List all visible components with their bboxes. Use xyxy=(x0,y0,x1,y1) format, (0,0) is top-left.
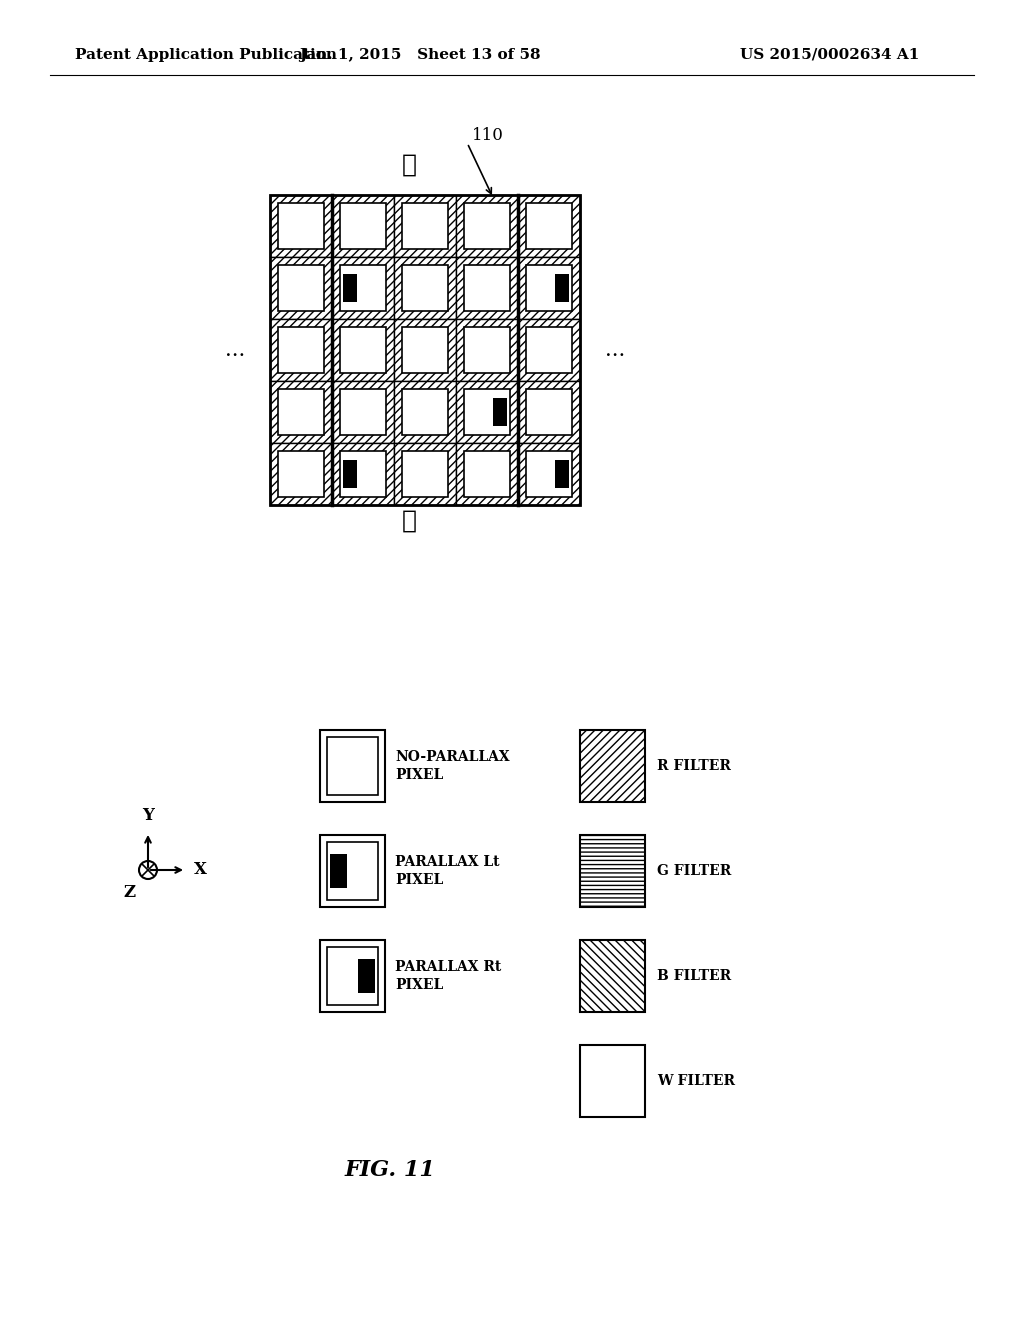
Bar xyxy=(580,1045,645,1117)
Text: 110: 110 xyxy=(472,127,504,144)
Bar xyxy=(340,265,386,312)
Bar xyxy=(518,257,580,319)
Bar xyxy=(456,444,518,506)
Text: ⋮: ⋮ xyxy=(402,154,417,177)
Bar xyxy=(526,265,572,312)
Bar xyxy=(526,389,572,436)
Text: W FILTER: W FILTER xyxy=(657,1074,735,1088)
Text: FIG. 11: FIG. 11 xyxy=(344,1159,435,1181)
Text: Y: Y xyxy=(142,807,154,824)
Bar xyxy=(270,195,332,257)
Bar xyxy=(464,203,510,249)
Bar xyxy=(394,195,456,257)
Bar xyxy=(518,195,580,257)
Bar xyxy=(340,451,386,498)
Bar xyxy=(526,203,572,249)
Bar xyxy=(518,319,580,381)
Bar xyxy=(332,381,394,444)
Text: US 2015/0002634 A1: US 2015/0002634 A1 xyxy=(740,48,920,62)
Bar xyxy=(402,389,449,436)
Bar xyxy=(526,451,572,498)
Text: ⋮: ⋮ xyxy=(402,510,417,533)
Text: PARALLAX Rt
PIXEL: PARALLAX Rt PIXEL xyxy=(395,960,502,993)
Bar xyxy=(319,836,385,907)
Bar xyxy=(464,389,510,436)
Bar xyxy=(278,451,324,498)
Bar xyxy=(402,327,449,374)
Bar xyxy=(270,195,580,506)
Bar xyxy=(270,257,332,319)
Text: G FILTER: G FILTER xyxy=(657,865,731,878)
Text: Patent Application Publication: Patent Application Publication xyxy=(75,48,337,62)
Bar xyxy=(518,444,580,506)
Text: PARALLAX Lt
PIXEL: PARALLAX Lt PIXEL xyxy=(395,855,500,887)
Bar xyxy=(270,319,332,381)
Bar xyxy=(340,389,386,436)
Bar xyxy=(327,842,378,900)
Bar xyxy=(555,275,569,302)
Text: ...: ... xyxy=(605,341,626,359)
Bar xyxy=(332,319,394,381)
Bar xyxy=(340,203,386,249)
Bar xyxy=(456,257,518,319)
Bar xyxy=(402,451,449,498)
Text: X: X xyxy=(194,862,207,879)
Text: Z: Z xyxy=(124,884,136,902)
Bar xyxy=(343,461,356,488)
Bar xyxy=(319,940,385,1012)
Bar xyxy=(580,836,645,907)
Bar xyxy=(456,381,518,444)
Bar xyxy=(340,327,386,374)
Text: Jan. 1, 2015   Sheet 13 of 58: Jan. 1, 2015 Sheet 13 of 58 xyxy=(299,48,541,62)
Bar xyxy=(278,265,324,312)
Bar xyxy=(332,444,394,506)
Bar xyxy=(402,203,449,249)
Bar xyxy=(278,203,324,249)
Bar xyxy=(394,257,456,319)
Bar xyxy=(580,940,645,1012)
Text: R FILTER: R FILTER xyxy=(657,759,731,774)
Bar xyxy=(464,327,510,374)
Bar xyxy=(456,319,518,381)
Bar xyxy=(394,381,456,444)
Bar xyxy=(319,730,385,803)
Bar xyxy=(327,737,378,795)
Bar xyxy=(580,730,645,803)
Bar xyxy=(327,946,378,1005)
Bar xyxy=(464,451,510,498)
Bar xyxy=(394,319,456,381)
Bar xyxy=(464,265,510,312)
Bar xyxy=(330,854,347,888)
Bar xyxy=(278,389,324,436)
Bar xyxy=(343,275,356,302)
Bar xyxy=(270,381,332,444)
Bar xyxy=(332,257,394,319)
Bar xyxy=(555,461,569,488)
Bar xyxy=(494,399,507,426)
Bar xyxy=(526,327,572,374)
Bar xyxy=(357,958,376,994)
Bar xyxy=(402,265,449,312)
Bar xyxy=(394,444,456,506)
Bar xyxy=(278,327,324,374)
Bar xyxy=(518,381,580,444)
Bar xyxy=(332,195,394,257)
Bar xyxy=(270,444,332,506)
Text: ...: ... xyxy=(224,341,245,359)
Text: NO-PARALLAX
PIXEL: NO-PARALLAX PIXEL xyxy=(395,750,510,783)
Text: B FILTER: B FILTER xyxy=(657,969,731,983)
Bar xyxy=(456,195,518,257)
